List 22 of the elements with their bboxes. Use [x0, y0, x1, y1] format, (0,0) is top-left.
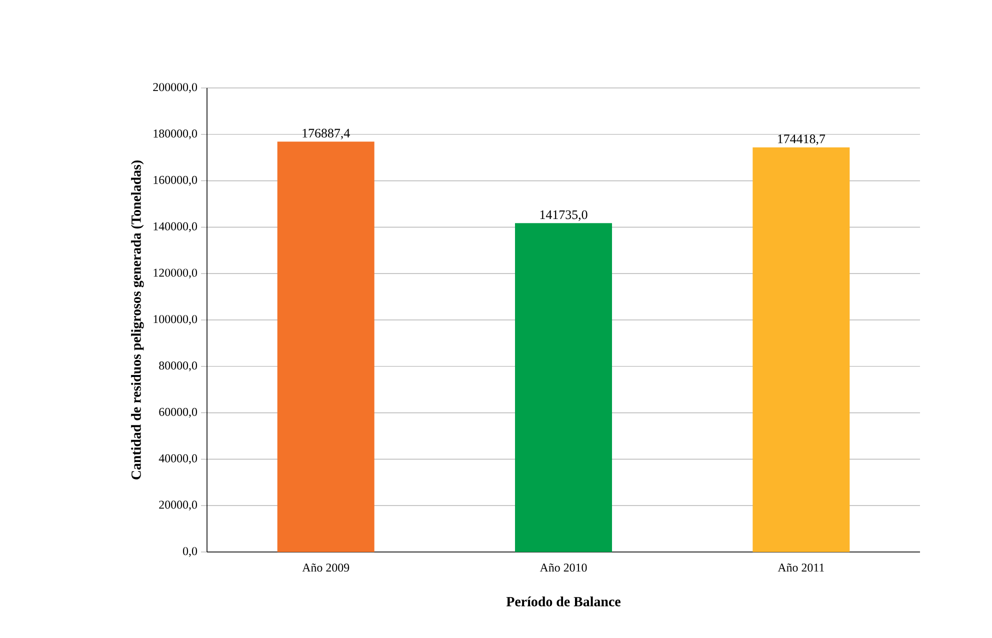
x-axis-title: Período de Balance: [506, 596, 620, 606]
y-tick-label: 120000,0: [154, 268, 198, 278]
x-tick-label: Año 2011: [778, 564, 824, 572]
bar: [515, 223, 612, 552]
x-tick-label: Año 2009: [302, 564, 350, 572]
x-tick-label: Año 2010: [540, 564, 587, 572]
y-tick-label: 140000,0: [154, 222, 198, 232]
y-tick-label: 160000,0: [154, 176, 198, 186]
y-tick-label: 40000,0: [158, 454, 198, 464]
bar: [277, 142, 374, 552]
data-label: 174418,7: [778, 134, 826, 146]
y-tick-label: 80000,0: [159, 361, 198, 372]
y-tick-label: 200000,0: [153, 83, 198, 93]
data-label: 141735,0: [540, 210, 588, 221]
y-tick-label: 0,0: [183, 547, 198, 557]
y-tick-label: 60000,0: [159, 408, 198, 418]
bar: [752, 147, 850, 552]
y-axis-title: Cantidad de residuos peligrosos generada (Toneladas): [131, 160, 144, 480]
data-label: 176887,4: [302, 128, 350, 140]
y-tick-label: 100000,0: [154, 315, 198, 325]
y-tick-label: 20000,0: [159, 500, 198, 510]
y-tick-label: 180000,0: [154, 129, 198, 140]
